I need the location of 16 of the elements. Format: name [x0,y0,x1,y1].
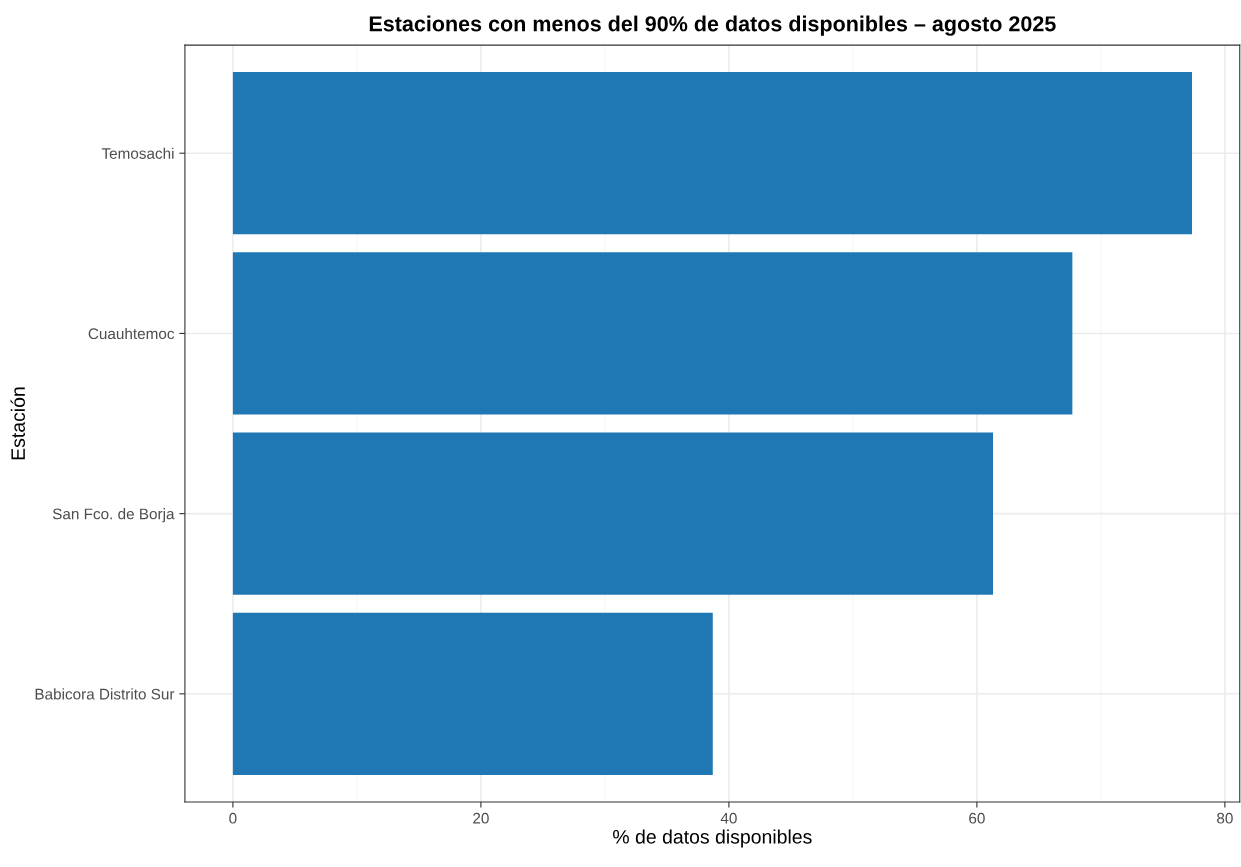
chart-title: Estaciones con menos del 90% de datos disponibles – agosto 2025 [369,15,1056,36]
y-tick-label: San Fco. de Borja [52,508,175,523]
x-tick-label: 40 [720,812,737,824]
x-tick-label: 20 [473,812,489,824]
y-tick-label: Cuauhtemoc [88,327,175,340]
bar [232,72,1193,235]
x-tick-label: 60 [969,812,985,824]
x-tick-label: 80 [1217,812,1233,824]
y-axis-title: Estación [10,387,25,460]
y-tick-label: Babicora Distrito Sur [35,688,175,700]
bar [232,252,1073,415]
y-tick-label: Temosachi [101,147,174,159]
x-tick-label: 0 [229,812,237,824]
bar [232,612,713,775]
x-axis-title: % de datos disponibles [613,829,812,848]
bar [232,432,993,595]
